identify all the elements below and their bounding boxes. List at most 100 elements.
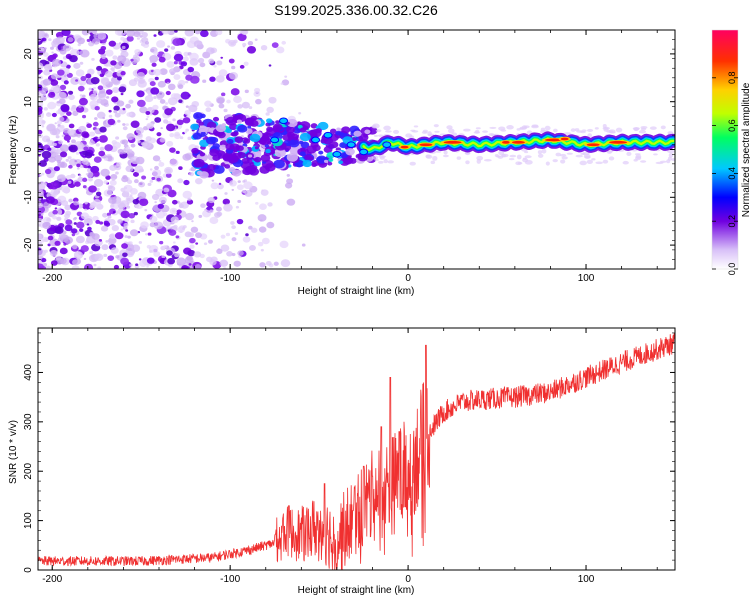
spectrogram-noise-cell <box>93 179 104 187</box>
spectrogram-cluster-cell <box>198 125 208 133</box>
spectrogram-noise-cell <box>84 263 94 269</box>
spectrogram-noise-cell <box>183 179 190 186</box>
spectrogram-noise-cell <box>194 264 201 269</box>
spectrogram-noise-cell <box>139 198 149 207</box>
spectrogram-noise-cell <box>83 257 87 260</box>
spectrogram-noise-cell <box>128 254 132 258</box>
spectrogram-noise-cell <box>38 133 43 138</box>
spectrogram-cluster-cell <box>190 123 199 131</box>
spectrogram-noise-cell <box>137 77 146 84</box>
y-tick-label: 400 <box>23 364 34 381</box>
spectrogram-cluster-cell <box>209 148 220 157</box>
spectrogram-noise-cell <box>209 76 216 82</box>
spectrogram-cluster-cell <box>340 152 349 159</box>
spectrogram-noise-cell <box>154 165 159 170</box>
spectrogram-noise-cell <box>81 131 89 138</box>
spectrogram-noise-cell <box>77 85 85 92</box>
spectrogram-noise-cell <box>118 86 127 93</box>
spectrogram-noise-cell <box>83 146 89 151</box>
spectrogram-noise-cell <box>255 98 262 105</box>
spectrogram-noise-cell <box>271 42 279 49</box>
spectrogram-noise-cell <box>75 69 85 77</box>
spectrogram-noise-cell <box>75 151 80 155</box>
spectrogram-noise-cell <box>100 77 110 86</box>
spectrogram-noise-cell <box>120 228 124 231</box>
spectrogram-cluster-cell <box>249 120 259 127</box>
spectrogram-noise-cell <box>276 46 285 54</box>
spectrogram-noise-cell <box>59 84 67 90</box>
spectrogram-cluster-cell <box>328 158 334 162</box>
spectrogram-noise-cell <box>113 264 120 269</box>
spectrogram-cluster-cell <box>335 130 342 136</box>
y-tick-label: -10 <box>23 190 34 205</box>
spectrogram-noise-cell <box>71 104 77 110</box>
spectrogram-noise-cell <box>185 105 189 108</box>
spectrogram-cluster-cell <box>351 137 357 142</box>
spectrogram-noise-cell <box>265 260 272 266</box>
spectrogram-cluster-cell <box>275 120 280 124</box>
spectrogram-noise-cell <box>248 225 253 230</box>
spectrogram-noise-cell <box>229 180 237 187</box>
spectrogram-noise-cell <box>149 179 154 183</box>
spectrogram-noise-cell <box>186 40 197 49</box>
spectrogram-noise-cell <box>71 233 76 237</box>
spectrogram-halo-cell <box>483 158 492 162</box>
spectrogram-noise-cell <box>187 197 192 201</box>
spectrogram-noise-cell <box>61 200 69 206</box>
spectrogram-noise-cell <box>108 196 117 204</box>
spectrogram-noise-cell <box>110 174 118 180</box>
spectrogram-peak-blob <box>270 136 280 144</box>
spectrogram-halo-cell <box>667 131 674 135</box>
spectrogram-noise-cell <box>88 131 96 137</box>
spectrogram-noise-cell <box>156 94 163 100</box>
spectrogram-cluster-cell <box>224 164 231 169</box>
y-tick-label: 100 <box>23 512 34 529</box>
spectrogram-noise-cell <box>166 250 173 256</box>
spectrogram-noise-cell <box>182 117 191 124</box>
spectrogram-noise-cell <box>68 164 73 169</box>
spectrogram-halo-cell <box>387 160 394 164</box>
spectrogram-noise-cell <box>243 181 253 190</box>
spectrogram-cluster-cell <box>286 118 298 128</box>
spectrogram-cluster-cell <box>225 143 235 151</box>
spectrogram-cluster-cell <box>225 128 232 134</box>
spectrogram-noise-cell <box>120 71 126 76</box>
y-tick-label: 0 <box>23 567 34 573</box>
spectrogram-noise-cell <box>149 168 153 171</box>
spectrogram-noise-cell <box>133 211 138 216</box>
spectrogram-cluster-cell <box>312 144 321 152</box>
spectrogram-halo-cell <box>632 127 641 130</box>
x-tick-label: 0 <box>405 574 411 585</box>
spectrogram-noise-cell <box>242 180 246 183</box>
spectrogram-noise-cell <box>125 165 134 173</box>
spectrogram-halo-cell <box>586 159 593 164</box>
spectrogram-noise-cell <box>231 253 236 257</box>
spectrogram-noise-cell <box>121 45 126 50</box>
spectrogram-noise-cell <box>57 123 61 127</box>
spectrogram-noise-cell <box>268 96 277 104</box>
spectrogram-noise-cell <box>84 152 93 159</box>
spectrogram-noise-cell <box>89 204 95 210</box>
spectrogram-halo-cell <box>475 127 481 130</box>
spectrogram-noise-cell <box>69 54 78 63</box>
spectrogram-noise-cell <box>166 61 175 68</box>
spectrogram-noise-cell <box>146 265 149 268</box>
spectrogram-noise-cell <box>122 123 126 126</box>
spectrogram-noise-cell <box>182 225 187 229</box>
spectrogram-noise-cell <box>85 173 89 176</box>
spectrogram-noise-cell <box>176 209 182 214</box>
spectrogram-noise-cell <box>38 198 42 201</box>
spectrogram-cluster-cell <box>226 138 234 145</box>
spectrogram-noise-cell <box>42 137 47 142</box>
colorbar-label: Normalized spectral amplitude <box>741 82 750 217</box>
spectrogram-noise-cell <box>117 219 123 224</box>
spectrogram-noise-cell <box>91 233 100 240</box>
spectrogram-noise-cell <box>45 196 55 204</box>
spectrogram-cluster-cell <box>273 159 285 169</box>
spectrogram-noise-cell <box>195 242 199 245</box>
spectrogram-noise-cell <box>166 123 176 132</box>
snr-panel: -200 -100 0 100 0 100 200 300 400 Height of stra… <box>8 327 676 596</box>
spectrogram-noise-cell <box>63 80 69 85</box>
spectrogram-cluster-cell <box>212 116 220 122</box>
spectrogram-halo-cell <box>474 129 480 134</box>
